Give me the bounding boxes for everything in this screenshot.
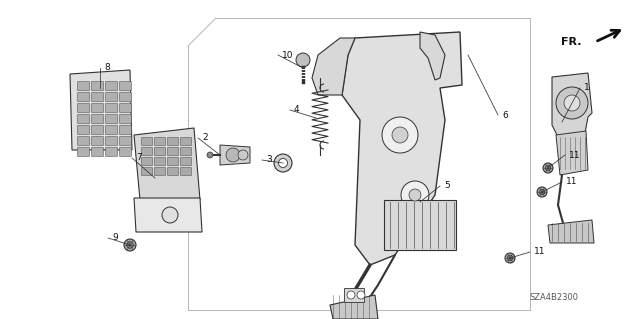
Circle shape	[238, 150, 248, 160]
Text: FR.: FR.	[561, 37, 582, 47]
Circle shape	[162, 207, 178, 223]
Circle shape	[543, 163, 553, 173]
Polygon shape	[552, 73, 592, 137]
Bar	[344, 288, 364, 302]
FancyBboxPatch shape	[180, 167, 191, 175]
Text: 11: 11	[534, 248, 545, 256]
FancyBboxPatch shape	[92, 103, 104, 113]
FancyBboxPatch shape	[92, 125, 104, 135]
FancyBboxPatch shape	[92, 115, 104, 123]
FancyBboxPatch shape	[77, 137, 90, 145]
FancyBboxPatch shape	[77, 81, 90, 91]
Text: 3: 3	[266, 155, 272, 165]
Polygon shape	[134, 128, 200, 200]
Circle shape	[347, 291, 355, 299]
FancyBboxPatch shape	[77, 93, 90, 101]
Circle shape	[401, 181, 429, 209]
FancyBboxPatch shape	[120, 125, 131, 135]
Polygon shape	[312, 38, 355, 95]
Circle shape	[392, 127, 408, 143]
Circle shape	[409, 189, 421, 201]
FancyBboxPatch shape	[168, 147, 179, 155]
FancyBboxPatch shape	[120, 103, 131, 113]
FancyBboxPatch shape	[106, 103, 118, 113]
FancyBboxPatch shape	[154, 158, 166, 166]
FancyBboxPatch shape	[120, 115, 131, 123]
Circle shape	[296, 53, 310, 67]
FancyBboxPatch shape	[168, 137, 179, 145]
FancyBboxPatch shape	[168, 167, 179, 175]
Circle shape	[124, 239, 136, 251]
Polygon shape	[220, 145, 250, 165]
FancyBboxPatch shape	[120, 93, 131, 101]
Circle shape	[556, 87, 588, 119]
FancyBboxPatch shape	[120, 81, 131, 91]
FancyBboxPatch shape	[77, 125, 90, 135]
FancyBboxPatch shape	[106, 81, 118, 91]
Circle shape	[505, 253, 515, 263]
FancyBboxPatch shape	[92, 137, 104, 145]
Circle shape	[540, 189, 545, 195]
FancyBboxPatch shape	[180, 137, 191, 145]
FancyBboxPatch shape	[106, 115, 118, 123]
FancyBboxPatch shape	[141, 137, 152, 145]
FancyBboxPatch shape	[92, 81, 104, 91]
FancyBboxPatch shape	[92, 93, 104, 101]
Polygon shape	[330, 295, 378, 319]
Circle shape	[278, 159, 287, 167]
FancyBboxPatch shape	[154, 167, 166, 175]
Polygon shape	[134, 198, 202, 232]
Circle shape	[207, 152, 213, 158]
Circle shape	[226, 148, 240, 162]
Polygon shape	[556, 131, 588, 175]
Polygon shape	[342, 32, 462, 265]
Circle shape	[274, 154, 292, 172]
Circle shape	[127, 242, 133, 248]
FancyBboxPatch shape	[141, 158, 152, 166]
FancyBboxPatch shape	[120, 137, 131, 145]
FancyBboxPatch shape	[106, 147, 118, 157]
FancyBboxPatch shape	[106, 93, 118, 101]
Circle shape	[564, 95, 580, 111]
Text: 2: 2	[202, 133, 207, 143]
Text: 4: 4	[294, 106, 300, 115]
Text: 9: 9	[112, 234, 118, 242]
Circle shape	[357, 291, 365, 299]
FancyBboxPatch shape	[120, 147, 131, 157]
Text: 10: 10	[282, 50, 294, 60]
Polygon shape	[384, 200, 456, 250]
FancyBboxPatch shape	[180, 147, 191, 155]
FancyBboxPatch shape	[92, 147, 104, 157]
Polygon shape	[420, 32, 445, 80]
FancyBboxPatch shape	[106, 125, 118, 135]
FancyBboxPatch shape	[77, 115, 90, 123]
FancyBboxPatch shape	[141, 167, 152, 175]
Circle shape	[537, 187, 547, 197]
Text: 1: 1	[584, 84, 589, 93]
Polygon shape	[70, 70, 132, 150]
FancyBboxPatch shape	[154, 147, 166, 155]
Text: 8: 8	[104, 63, 109, 72]
FancyBboxPatch shape	[154, 137, 166, 145]
Text: 11: 11	[569, 151, 580, 160]
Text: SZA4B2300: SZA4B2300	[530, 293, 579, 302]
Circle shape	[508, 255, 513, 261]
Circle shape	[382, 117, 418, 153]
FancyBboxPatch shape	[168, 158, 179, 166]
Text: 5: 5	[444, 182, 450, 190]
FancyBboxPatch shape	[141, 147, 152, 155]
Polygon shape	[548, 220, 594, 243]
FancyBboxPatch shape	[180, 158, 191, 166]
FancyBboxPatch shape	[77, 147, 90, 157]
Text: 6: 6	[502, 110, 508, 120]
Circle shape	[545, 165, 551, 171]
Text: 11: 11	[566, 177, 577, 187]
Text: 7: 7	[136, 153, 141, 162]
FancyBboxPatch shape	[77, 103, 90, 113]
FancyBboxPatch shape	[106, 137, 118, 145]
